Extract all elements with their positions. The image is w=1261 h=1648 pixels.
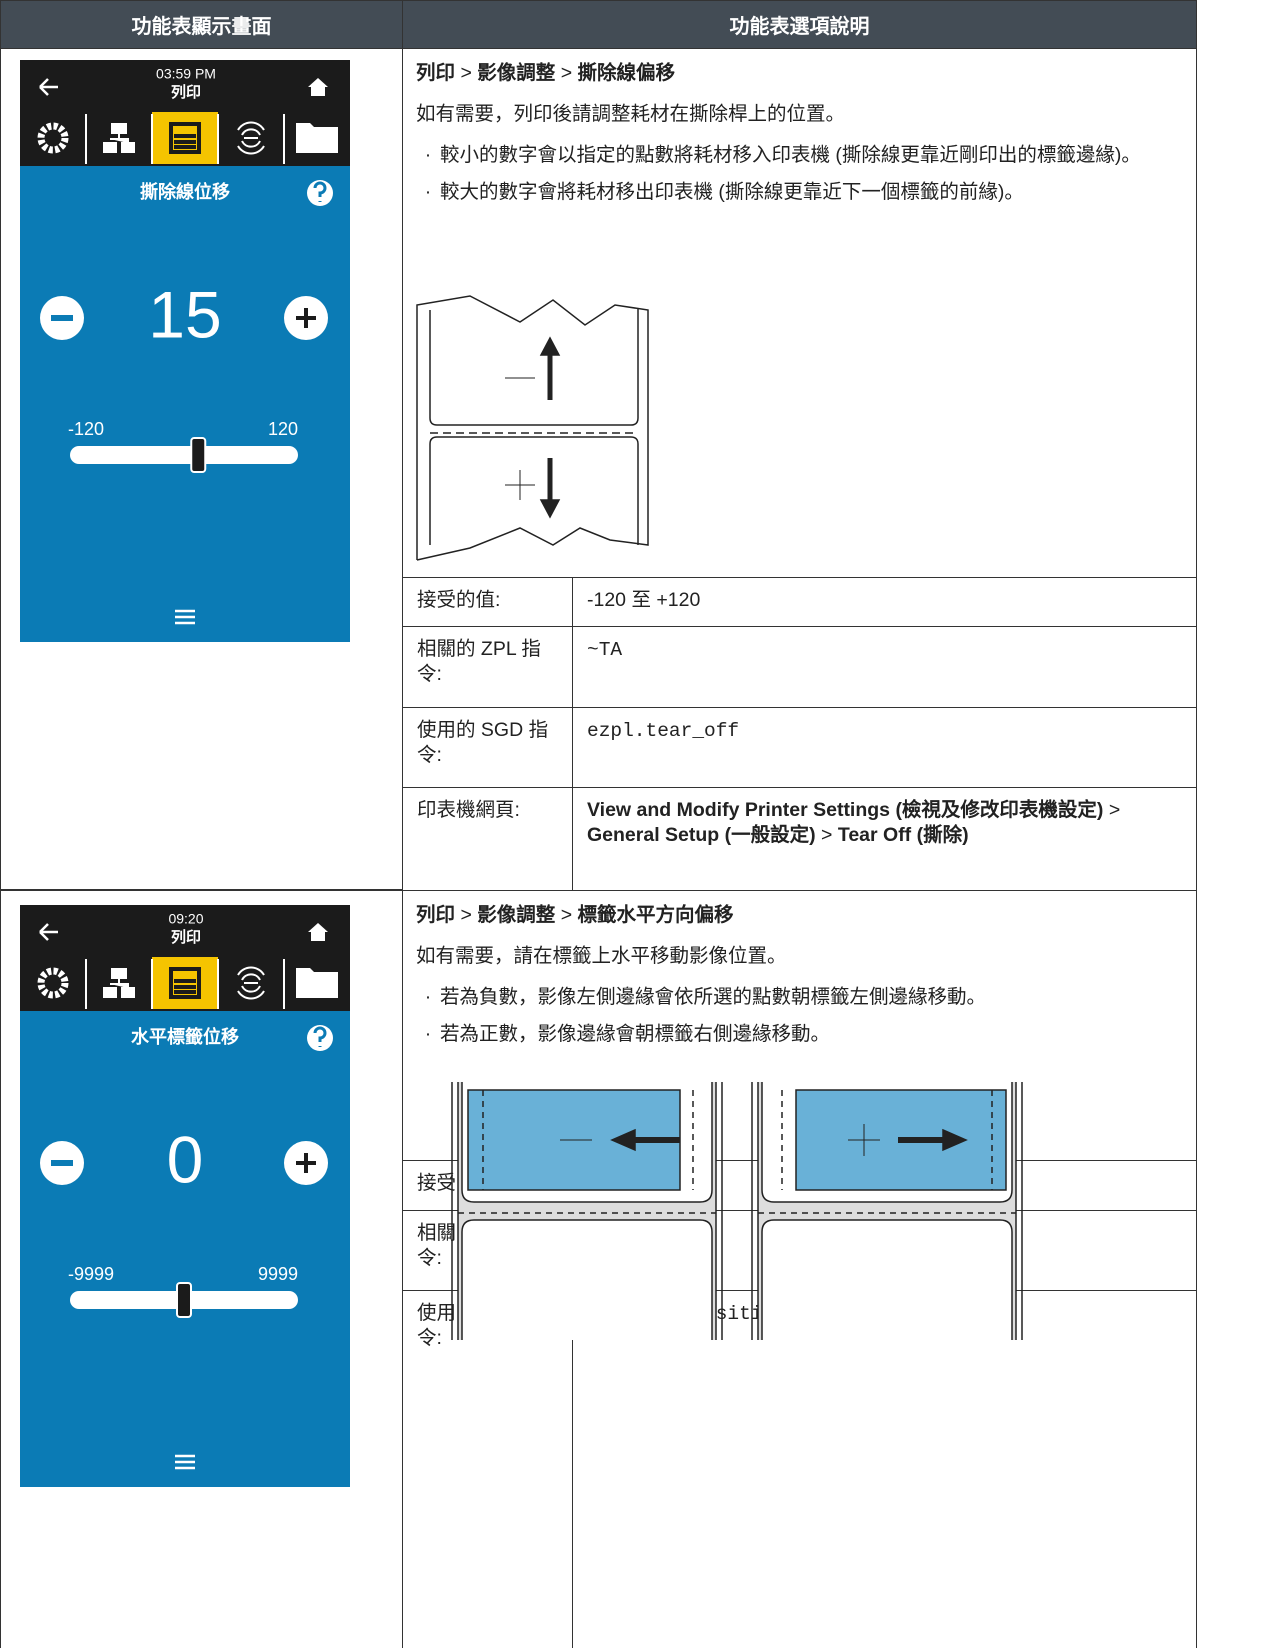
breadcrumb-item: > [460,62,472,84]
detail-label: 相關的 ZPL 指令: [402,626,573,708]
detail-text: > [815,824,838,846]
printer-icon [169,967,201,999]
help-mark [313,1026,327,1047]
breadcrumb-item: 標籤水平方向偏移 [577,904,734,926]
description: 列印 > 影像調整 > 撕除線偏移如有需要，列印後請調整耗材在撕除桿上的位置。 ·… [402,48,1197,228]
menu-name: 列印 [171,928,201,946]
home-icon [308,923,328,941]
setting-title: 撕除線位移 [140,181,230,202]
breadcrumb-item: 影像調整 [477,904,556,926]
detail-text: ~TA [587,639,623,661]
bullet-item: · 較小的數字會以指定的點數將耗材移入印表機 (撕除線更靠近剛印出的標籤邊緣)。 [416,142,1183,169]
bullet-text: 較大的數字會將耗材移出印表機 (撕除線更靠近下一個標籤的前緣)。 [440,181,1024,203]
bullet-text: 若為正數，影像邊緣會朝標籤右側邊緣移動。 [440,1023,831,1045]
menu-icon [175,1454,195,1470]
breadcrumb-item: > [560,62,573,84]
breadcrumb-item: 列印 [416,62,456,84]
top-bar [20,60,350,110]
detail-text: View and Modify Printer Settings (檢視及修改印… [587,799,1104,821]
folder-icon [296,123,338,153]
bullet-text: 較小的數字會以指定的點數將耗材移入印表機 (撕除線更靠近剛印出的標籤邊緣)。 [440,144,1141,166]
back-icon [39,923,58,941]
wireless-icon [237,966,265,1000]
detail-text: ezpl.tear_off [587,720,740,742]
range-min: -9999 [68,1264,114,1284]
detail-text: > [1103,799,1121,821]
breadcrumb-item: > [560,904,573,926]
intro: 如有需要，請在標籤上水平移動影像位置。 [416,945,787,967]
help-mark [313,181,327,202]
breadcrumb-item: > [460,904,472,926]
range-min: -120 [68,419,104,439]
folder-icon [296,968,338,998]
offset-diagram-right [751,1082,1023,1340]
breadcrumb-item: 列印 [416,904,456,926]
plus-glyph [296,1153,316,1173]
breadcrumb: 列印 > 影像調整 > 撕除線偏移 [416,60,1183,87]
intro: 如有需要，列印後請調整耗材在撕除桿上的位置。 [416,103,846,125]
back-icon [39,78,58,96]
gear-icon [37,967,69,999]
clock: 03:59 PM [156,66,216,82]
detail-text: Tear Off (撕除) [837,824,969,846]
bullet-item: · 若為負數，影像左側邊緣會依所選的點數朝標籤左側邊緣移動。 [416,984,1183,1011]
breadcrumb-item: 撕除線偏移 [577,62,676,84]
bullet-item: · 較大的數字會將耗材移出印表機 (撕除線更靠近下一個標籤的前緣)。 [416,179,1183,206]
minus-glyph [51,1160,73,1166]
printer-icon [169,122,201,154]
bullet-item: · 若為正數，影像邊緣會朝標籤右側邊緣移動。 [416,1021,1183,1048]
slider-track [70,446,298,464]
gear-icon [37,122,69,154]
menu-name: 列印 [171,83,201,101]
detail-text: -120 至 +120 [587,589,701,611]
description: 列印 > 影像調整 > 標籤水平方向偏移如有需要，請在標籤上水平移動影像位置。 ·… [402,890,1197,1070]
setting-value: 15 [148,277,221,351]
slider-knob [190,437,207,473]
network-icon [103,968,135,998]
minus-glyph [51,315,73,321]
network-icon [103,123,135,153]
setting-value: 0 [167,1122,204,1196]
plus-glyph [296,308,316,328]
header-cell: 功能表顯示畫面 [0,0,403,49]
bullet-marker: · [424,1023,432,1045]
bullet-marker: · [424,181,432,203]
range-max: 9999 [258,1264,298,1284]
range-max: 120 [268,419,298,439]
top-bar [20,905,350,955]
setting-title: 水平標籤位移 [131,1026,239,1047]
bullet-marker: · [424,986,432,1008]
offset-diagram-left [451,1082,723,1340]
clock: 09:20 [168,911,203,927]
slider-knob [176,1282,192,1318]
breadcrumb: 列印 > 影像調整 > 標籤水平方向偏移 [416,902,1183,929]
tear-off-diagram [416,295,649,561]
home-icon [308,78,328,96]
wireless-icon [237,121,265,155]
bullet-marker: · [424,144,432,166]
menu-icon [175,609,195,625]
breadcrumb-item: 影像調整 [477,62,556,84]
detail-text: General Setup (一般設定) [587,824,816,846]
bullet-text: 若為負數，影像左側邊緣會依所選的點數朝標籤左側邊緣移動。 [440,986,987,1008]
